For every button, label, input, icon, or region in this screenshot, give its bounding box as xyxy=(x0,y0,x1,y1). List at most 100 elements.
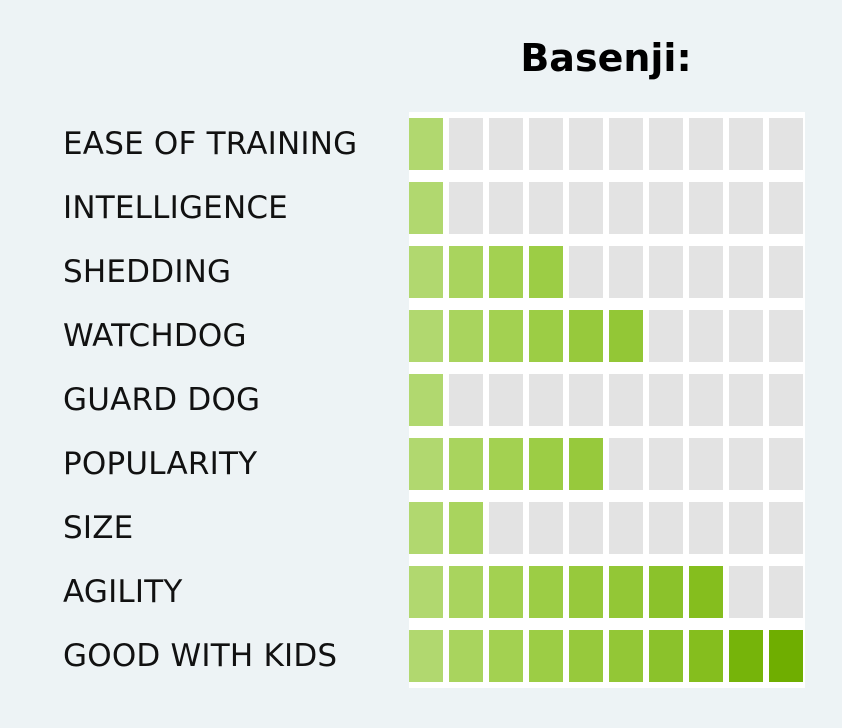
rating-cell-empty-ease-of-training xyxy=(489,118,523,170)
rating-cell-empty-size xyxy=(609,502,643,554)
rating-cell-empty-watchdog xyxy=(769,310,803,362)
rating-cell-empty-guard-dog xyxy=(689,374,723,426)
rating-label-watchdog: WATCHDOG xyxy=(63,318,247,354)
rating-cell-empty-popularity xyxy=(609,438,643,490)
rating-cell-empty-intelligence xyxy=(769,182,803,234)
rating-label-intelligence: INTELLIGENCE xyxy=(63,190,288,226)
rating-cell-empty-watchdog xyxy=(729,310,763,362)
rating-cell-empty-shedding xyxy=(689,246,723,298)
rating-cell-empty-shedding xyxy=(649,246,683,298)
rating-cell-filled-good-with-kids xyxy=(529,630,563,682)
rating-cell-empty-ease-of-training xyxy=(609,118,643,170)
rating-cell-empty-intelligence xyxy=(489,182,523,234)
rating-cell-empty-intelligence xyxy=(729,182,763,234)
rating-label-agility: AGILITY xyxy=(63,574,183,610)
rating-cell-empty-size xyxy=(689,502,723,554)
rating-cell-filled-good-with-kids xyxy=(449,630,483,682)
rating-cell-empty-shedding xyxy=(569,246,603,298)
rating-cell-filled-watchdog xyxy=(529,310,563,362)
rating-cell-filled-popularity xyxy=(409,438,443,490)
rating-cell-empty-agility xyxy=(769,566,803,618)
rating-cell-filled-watchdog xyxy=(609,310,643,362)
rating-cell-empty-size xyxy=(729,502,763,554)
rating-cell-empty-watchdog xyxy=(689,310,723,362)
rating-cell-filled-good-with-kids xyxy=(609,630,643,682)
rating-cell-empty-intelligence xyxy=(569,182,603,234)
rating-cell-empty-ease-of-training xyxy=(769,118,803,170)
rating-cell-empty-intelligence xyxy=(449,182,483,234)
rating-cell-empty-popularity xyxy=(689,438,723,490)
rating-cell-filled-good-with-kids xyxy=(689,630,723,682)
rating-cell-filled-agility xyxy=(529,566,563,618)
rating-cell-empty-ease-of-training xyxy=(529,118,563,170)
rating-cell-empty-size xyxy=(769,502,803,554)
rating-cell-empty-ease-of-training xyxy=(729,118,763,170)
rating-cell-empty-ease-of-training xyxy=(569,118,603,170)
rating-cell-empty-intelligence xyxy=(609,182,643,234)
rating-cell-filled-good-with-kids xyxy=(729,630,763,682)
rating-cell-empty-guard-dog xyxy=(769,374,803,426)
rating-cell-filled-watchdog xyxy=(489,310,523,362)
rating-grid xyxy=(409,112,805,688)
rating-cell-empty-intelligence xyxy=(529,182,563,234)
rating-cell-filled-agility xyxy=(609,566,643,618)
rating-cell-empty-size xyxy=(649,502,683,554)
rating-cell-empty-shedding xyxy=(769,246,803,298)
rating-cell-empty-popularity xyxy=(729,438,763,490)
rating-cell-filled-shedding xyxy=(409,246,443,298)
rating-cell-empty-size xyxy=(569,502,603,554)
rating-label-size: SIZE xyxy=(63,510,134,546)
rating-cell-empty-shedding xyxy=(609,246,643,298)
rating-cell-filled-watchdog xyxy=(409,310,443,362)
rating-cell-empty-guard-dog xyxy=(449,374,483,426)
rating-cell-filled-size xyxy=(409,502,443,554)
rating-cell-empty-intelligence xyxy=(689,182,723,234)
rating-cell-empty-guard-dog xyxy=(729,374,763,426)
rating-cell-empty-watchdog xyxy=(649,310,683,362)
rating-cell-filled-good-with-kids xyxy=(769,630,803,682)
rating-cell-empty-ease-of-training xyxy=(649,118,683,170)
rating-cell-filled-ease-of-training xyxy=(409,118,443,170)
rating-cell-filled-shedding xyxy=(449,246,483,298)
rating-cell-empty-ease-of-training xyxy=(449,118,483,170)
chart-title: Basenji: xyxy=(520,36,692,80)
rating-cell-filled-agility xyxy=(569,566,603,618)
rating-label-popularity: POPULARITY xyxy=(63,446,258,482)
rating-cell-filled-shedding xyxy=(489,246,523,298)
rating-cell-empty-guard-dog xyxy=(489,374,523,426)
rating-cell-filled-intelligence xyxy=(409,182,443,234)
rating-label-ease-of-training: EASE OF TRAINING xyxy=(63,126,358,162)
rating-cell-empty-guard-dog xyxy=(569,374,603,426)
rating-cell-filled-popularity xyxy=(489,438,523,490)
rating-cell-empty-popularity xyxy=(649,438,683,490)
rating-cell-filled-good-with-kids xyxy=(569,630,603,682)
rating-cell-filled-watchdog xyxy=(449,310,483,362)
rating-cell-empty-agility xyxy=(729,566,763,618)
rating-cell-filled-agility xyxy=(409,566,443,618)
rating-cell-filled-size xyxy=(449,502,483,554)
rating-cell-empty-size xyxy=(489,502,523,554)
rating-cell-filled-guard-dog xyxy=(409,374,443,426)
rating-cell-filled-agility xyxy=(649,566,683,618)
rating-cell-filled-good-with-kids xyxy=(409,630,443,682)
rating-cell-filled-agility xyxy=(449,566,483,618)
rating-cell-empty-size xyxy=(529,502,563,554)
rating-cell-filled-popularity xyxy=(449,438,483,490)
rating-label-shedding: SHEDDING xyxy=(63,254,232,290)
rating-cell-empty-shedding xyxy=(729,246,763,298)
rating-cell-filled-shedding xyxy=(529,246,563,298)
rating-cell-empty-guard-dog xyxy=(649,374,683,426)
rating-cell-empty-guard-dog xyxy=(529,374,563,426)
rating-cell-empty-ease-of-training xyxy=(689,118,723,170)
rating-cell-filled-popularity xyxy=(569,438,603,490)
rating-cell-filled-good-with-kids xyxy=(649,630,683,682)
rating-label-guard-dog: GUARD DOG xyxy=(63,382,261,418)
rating-cell-empty-guard-dog xyxy=(609,374,643,426)
rating-cell-filled-popularity xyxy=(529,438,563,490)
rating-cell-empty-intelligence xyxy=(649,182,683,234)
rating-cell-filled-watchdog xyxy=(569,310,603,362)
rating-label-good-with-kids: GOOD WITH KIDS xyxy=(63,638,338,674)
rating-cell-filled-agility xyxy=(689,566,723,618)
rating-cell-empty-popularity xyxy=(769,438,803,490)
